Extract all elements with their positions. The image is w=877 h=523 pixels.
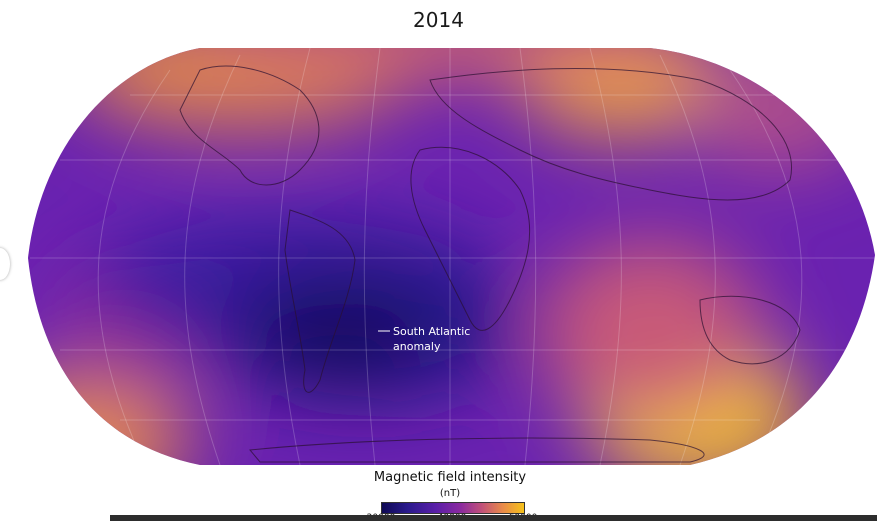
- legend-unit: (nT): [439, 488, 461, 499]
- coastlines: [179, 65, 801, 463]
- carousel-prev-button[interactable]: [0, 248, 10, 280]
- legend-colorbar: [381, 502, 525, 514]
- annotation-line1: South Atlantic: [393, 325, 470, 338]
- graticule: [30, 48, 875, 465]
- legend-title: Magnetic field intensity: [373, 470, 527, 485]
- annotation-line2: anomaly: [393, 340, 441, 353]
- map-title: 2014: [413, 8, 464, 32]
- bottom-bar: [110, 515, 877, 521]
